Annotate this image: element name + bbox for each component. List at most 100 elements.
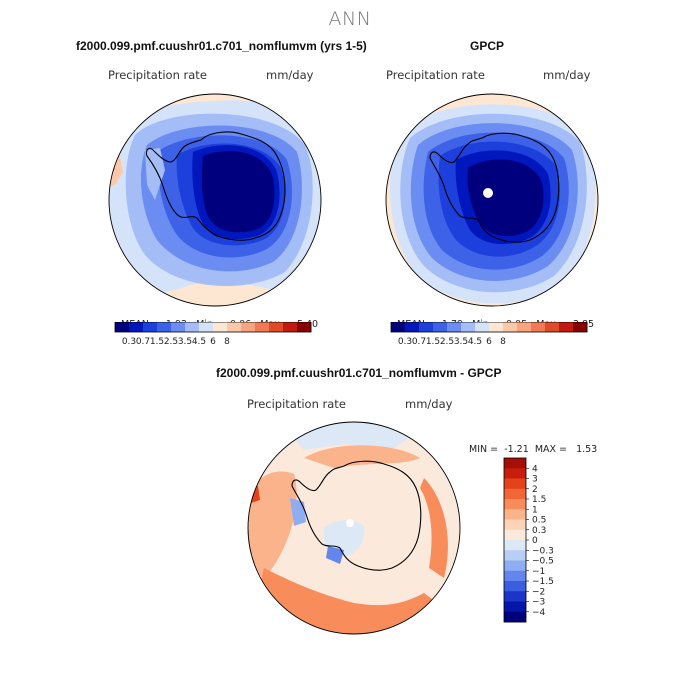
panel-1-antarctica-outline bbox=[145, 131, 286, 241]
colorbar-1-tick-label: 3.5 bbox=[454, 337, 468, 346]
colorbar-0-swatch-13 bbox=[297, 322, 312, 332]
colorbar-2-swatch-13 bbox=[504, 591, 526, 602]
panel-3-min-label: MIN = bbox=[469, 444, 499, 455]
colorbar-2-tick-label: 0.3 bbox=[532, 526, 546, 536]
colorbar-1-swatch-2 bbox=[419, 322, 434, 332]
panel-2-title: GPCP bbox=[470, 39, 505, 53]
panel-2-missing-data-spot bbox=[483, 188, 493, 198]
colorbar-2-swatch-11 bbox=[504, 570, 526, 582]
panel-1-units-label: mm/day bbox=[266, 68, 314, 82]
colorbar-1-swatch-3 bbox=[433, 322, 448, 332]
panel-1-map-border bbox=[108, 93, 322, 307]
panel-3-north-warm-band bbox=[304, 445, 420, 468]
panel-3-min-value: -1.21 bbox=[504, 444, 529, 455]
colorbar-2-tick-label: 2 bbox=[532, 485, 538, 495]
colorbar-0-swatch-3 bbox=[157, 322, 172, 332]
colorbar-0-tick-label: 1.5 bbox=[150, 337, 164, 346]
colorbar-2-swatch-6 bbox=[504, 519, 526, 531]
colorbar-2-tick-label: −3 bbox=[532, 598, 545, 608]
colorbar-2-tick-label: 0.5 bbox=[532, 516, 546, 526]
colorbar-2-tick-label: −0.3 bbox=[532, 546, 554, 556]
panel-2-antarctica-outline bbox=[429, 132, 560, 243]
panel-2-units-label: mm/day bbox=[543, 68, 591, 82]
colorbar-2-tick-label: −1.5 bbox=[532, 577, 554, 587]
colorbar-0-tick-label: 0.3 bbox=[122, 337, 136, 346]
colorbar-1-swatch-8 bbox=[503, 322, 518, 332]
panel-3-max-value: 1.53 bbox=[576, 444, 598, 455]
colorbar-0-swatch-0 bbox=[115, 322, 130, 332]
panel-1-variable-label: Precipitation rate bbox=[108, 68, 207, 82]
panel-1-map bbox=[108, 93, 322, 307]
colorbar-2-swatch-15 bbox=[504, 611, 526, 623]
colorbar-0-tick-label: 8 bbox=[224, 337, 230, 346]
panel-3-map bbox=[247, 421, 461, 635]
panel-3-missing-data-spot bbox=[346, 519, 354, 527]
colorbar-1-frame bbox=[390, 322, 588, 333]
colorbar-2-tick-label: −2 bbox=[532, 587, 545, 597]
colorbar-0-swatch-1 bbox=[129, 322, 144, 332]
colorbar-0-tick-label: 3.5 bbox=[178, 337, 192, 346]
figure-title: ANN bbox=[328, 8, 372, 30]
colorbar-1-swatch-1 bbox=[405, 322, 420, 332]
panel-1-warm-patch-north bbox=[145, 94, 285, 106]
colorbar-0-swatch-6 bbox=[199, 322, 214, 332]
colorbar-2-swatch-10 bbox=[504, 560, 526, 572]
colorbar-2-tick-label: −4 bbox=[532, 608, 546, 618]
colorbar-2-tick-label: 0 bbox=[532, 536, 538, 546]
panel-3-map-border bbox=[247, 421, 461, 635]
colorbar-2-swatch-8 bbox=[504, 540, 526, 551]
colorbar-0-tick-label: 0.7 bbox=[136, 337, 150, 346]
panel-3-title: f2000.099.pmf.cuushr01.c701_nomflumvm - … bbox=[216, 366, 502, 380]
colorbar-2-swatch-7 bbox=[504, 529, 526, 541]
colorbar-2-swatch-14 bbox=[504, 601, 526, 613]
colorbar-1-tick-label: 6 bbox=[486, 337, 492, 346]
colorbar-1-tick-label: 0.3 bbox=[398, 337, 412, 346]
colorbar-1-swatch-7 bbox=[489, 322, 504, 332]
colorbar-1-swatch-4 bbox=[447, 322, 462, 332]
colorbar-0-swatch-9 bbox=[241, 322, 256, 332]
colorbar-0-frame bbox=[114, 322, 312, 333]
colorbar-1-tick-label: 1.5 bbox=[426, 337, 440, 346]
panel-2-deepest-core bbox=[467, 159, 544, 236]
colorbar-0-swatch-8 bbox=[227, 322, 242, 332]
panel-1-title: f2000.099.pmf.cuushr01.c701_nomflumvm (y… bbox=[76, 39, 367, 53]
panel-3-variable-label: Precipitation rate bbox=[247, 397, 346, 411]
colorbar-2-swatch-1 bbox=[504, 468, 526, 479]
colorbar-2-tick-label: 1 bbox=[532, 505, 538, 515]
colorbar-2-swatch-9 bbox=[504, 550, 526, 561]
panel-2-variable-label: Precipitation rate bbox=[386, 68, 485, 82]
panel-3-max-label: MAX = bbox=[534, 444, 568, 455]
panel-2-map-border bbox=[385, 93, 599, 307]
colorbar-1-swatch-13 bbox=[573, 322, 588, 332]
colorbar-1-swatch-11 bbox=[545, 322, 560, 332]
colorbar-2-swatch-12 bbox=[504, 581, 526, 592]
colorbar-1-tick-label: 4.5 bbox=[468, 337, 482, 346]
colorbar-1-swatch-5 bbox=[461, 322, 476, 332]
panel-3-antarctica-outline bbox=[291, 460, 422, 571]
colorbar-2-tick-label: 3 bbox=[532, 475, 538, 485]
colorbar-0-swatch-10 bbox=[255, 322, 270, 332]
colorbar-0-swatch-5 bbox=[185, 322, 200, 332]
colorbar-2-swatch-3 bbox=[504, 488, 526, 500]
colorbar-0-swatch-2 bbox=[143, 322, 158, 332]
colorbar-2-swatch-5 bbox=[504, 509, 526, 520]
colorbar-1-tick-label: 8 bbox=[500, 337, 506, 346]
colorbar-2-tick-label: 4 bbox=[532, 464, 538, 474]
colorbar-0-swatch-4 bbox=[171, 322, 186, 332]
colorbar-2-swatch-4 bbox=[504, 499, 526, 510]
panel-1-deepest-core bbox=[201, 151, 275, 233]
panel-1-colorbar: 0.3 0.7 1.5 2.5 3.5 4.5 6 8 bbox=[114, 322, 312, 346]
colorbar-1-tick-label: 0.7 bbox=[412, 337, 426, 346]
colorbar-2-tick-label: −1 bbox=[532, 567, 545, 577]
colorbar-2-tick-label: 1.5 bbox=[532, 495, 546, 505]
colorbar-1-swatch-9 bbox=[517, 322, 532, 332]
colorbar-1-tick-label: 2.5 bbox=[440, 337, 454, 346]
colorbar-0-swatch-7 bbox=[213, 322, 228, 332]
panel-3-stats: MIN = -1.21 MAX = 1.53 bbox=[463, 433, 597, 455]
colorbar-0-swatch-11 bbox=[269, 322, 284, 332]
colorbar-0-tick-label: 2.5 bbox=[164, 337, 178, 346]
panel-3-units-label: mm/day bbox=[405, 397, 453, 411]
colorbar-2-tick-label: −0.5 bbox=[532, 557, 554, 567]
colorbar-1-swatch-10 bbox=[531, 322, 546, 332]
